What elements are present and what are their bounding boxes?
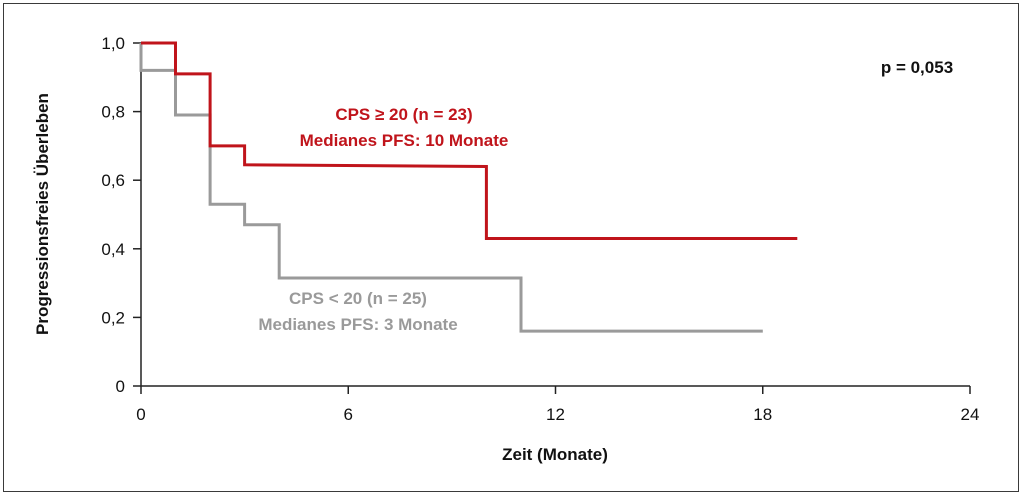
annotation-cps-low-line1: CPS < 20 (n = 25) bbox=[289, 289, 427, 308]
y-tick-label: 0,2 bbox=[101, 308, 125, 327]
survival-line-cps-high bbox=[141, 41, 798, 240]
y-tick-label: 0,6 bbox=[101, 171, 125, 190]
x-tick-label: 0 bbox=[136, 405, 145, 424]
y-tick-label: 0,8 bbox=[101, 103, 125, 122]
y-tick-label: 0,4 bbox=[101, 240, 125, 259]
y-ticks: 0 0,2 0,4 0,6 0,8 1,0 bbox=[101, 34, 141, 396]
chart-frame bbox=[3, 3, 1019, 492]
x-tick-label: 24 bbox=[961, 405, 980, 424]
p-value-label: p = 0,053 bbox=[881, 58, 953, 77]
x-tick-label: 18 bbox=[753, 405, 772, 424]
annotation-cps-high: CPS ≥ 20 (n = 23) Medianes PFS: 10 Monat… bbox=[300, 105, 509, 150]
y-axis-title: Progressionsfreies Überleben bbox=[33, 93, 52, 335]
x-ticks: 0 6 12 18 24 bbox=[136, 386, 979, 424]
axes bbox=[140, 43, 970, 387]
annotation-cps-high-line1: CPS ≥ 20 (n = 23) bbox=[335, 105, 472, 124]
annotation-cps-high-line2: Medianes PFS: 10 Monate bbox=[300, 131, 509, 150]
survival-line-cps-low bbox=[139, 43, 763, 333]
x-axis-title: Zeit (Monate) bbox=[502, 445, 608, 464]
x-tick-label: 12 bbox=[546, 405, 565, 424]
series-lines bbox=[139, 41, 798, 333]
x-tick-label: 6 bbox=[344, 405, 353, 424]
y-tick-label: 0 bbox=[116, 377, 125, 396]
y-tick-label: 1,0 bbox=[101, 34, 125, 53]
annotation-cps-low-line2: Medianes PFS: 3 Monate bbox=[258, 315, 457, 334]
annotation-cps-low: CPS < 20 (n = 25) Medianes PFS: 3 Monate bbox=[258, 289, 457, 334]
